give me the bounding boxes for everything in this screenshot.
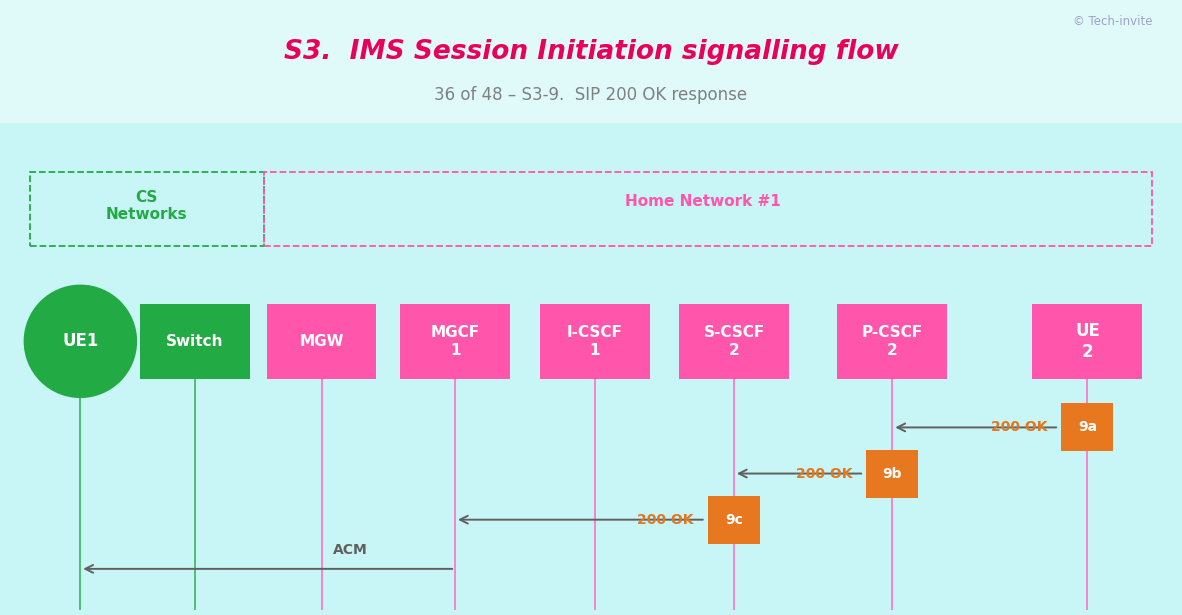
Ellipse shape [24,285,137,398]
FancyBboxPatch shape [866,450,918,498]
Text: 36 of 48 – S3-9.  SIP 200 OK response: 36 of 48 – S3-9. SIP 200 OK response [435,86,747,105]
FancyBboxPatch shape [837,304,947,379]
Text: MGCF
1: MGCF 1 [430,325,480,357]
Text: CS
Networks: CS Networks [105,190,188,222]
Text: I-CSCF
1: I-CSCF 1 [566,325,623,357]
Text: P-CSCF
2: P-CSCF 2 [862,325,923,357]
Text: 200 OK: 200 OK [637,513,694,526]
Text: ACM: ACM [333,542,368,557]
Text: 200 OK: 200 OK [991,421,1047,434]
Text: 9c: 9c [725,513,743,526]
FancyBboxPatch shape [1061,403,1113,451]
Text: 9b: 9b [883,467,902,480]
Text: Home Network #1: Home Network #1 [625,194,781,209]
FancyBboxPatch shape [141,304,251,379]
Text: UE
2: UE 2 [1074,322,1100,361]
Text: 9a: 9a [1078,421,1097,434]
Text: MGW: MGW [299,334,344,349]
Text: S-CSCF
2: S-CSCF 2 [703,325,765,357]
Text: Switch: Switch [167,334,223,349]
Text: UE1: UE1 [63,332,98,351]
FancyBboxPatch shape [266,304,376,379]
Text: 200 OK: 200 OK [795,467,852,480]
FancyBboxPatch shape [1033,304,1142,379]
Text: S3.  IMS Session Initiation signalling flow: S3. IMS Session Initiation signalling fl… [284,39,898,65]
FancyBboxPatch shape [678,304,790,379]
FancyBboxPatch shape [400,304,511,379]
FancyBboxPatch shape [539,304,650,379]
Text: © Tech-invite: © Tech-invite [1073,15,1152,28]
FancyBboxPatch shape [708,496,760,544]
FancyBboxPatch shape [0,0,1182,123]
